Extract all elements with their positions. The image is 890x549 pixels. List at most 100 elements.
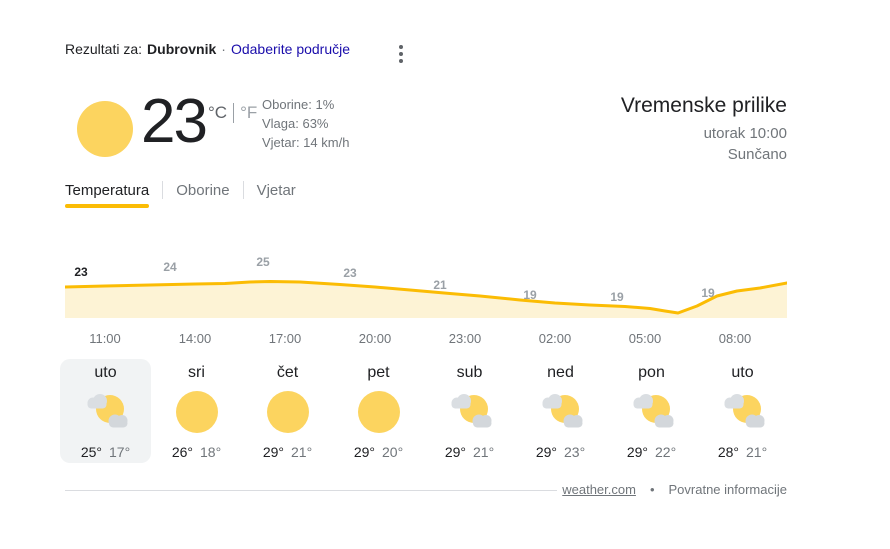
chart-value-label: 23	[74, 265, 88, 279]
current-condition-sun-icon	[77, 101, 133, 157]
sunny-icon	[356, 388, 402, 436]
time-axis: 11:00 14:00 17:00 20:00 23:00 02:00 05:00 08:00	[60, 331, 780, 346]
day-low-temp: 21°	[746, 444, 768, 460]
current-condition-text: Sunčano	[727, 146, 787, 163]
day-name: pet	[367, 364, 390, 381]
more-options-icon[interactable]	[396, 42, 406, 66]
day-temps: 29° 21°	[263, 444, 312, 460]
day-high-temp: 29°	[626, 444, 648, 460]
day-card-0-uto[interactable]: uto 25° 17°	[60, 359, 151, 463]
daily-forecast: uto 25° 17° sri 26° 18° čet 29° 21° pet 29° 20° sub 2…	[60, 359, 788, 463]
day-low-temp: 21°	[291, 444, 313, 460]
day-high-temp: 29°	[262, 444, 284, 460]
partly-cloudy-icon	[82, 388, 130, 436]
day-temps: 29° 21°	[445, 444, 494, 460]
day-name: uto	[731, 364, 754, 381]
day-temps: 25° 17°	[81, 444, 130, 460]
time-tick-label: 14:00	[178, 331, 212, 346]
day-high-temp: 25°	[80, 444, 102, 460]
day-card-1-sri[interactable]: sri 26° 18°	[151, 359, 242, 463]
tab-divider	[162, 181, 164, 199]
footer-divider	[65, 490, 557, 491]
day-card-6-pon[interactable]: pon 29° 22°	[606, 359, 697, 463]
current-details: Oborine: 1% Vlaga: 63% Vjetar: 14 km/h	[262, 95, 349, 152]
temperature-area-path	[65, 280, 787, 318]
precipitation-detail: Oborine: 1%	[262, 97, 335, 112]
source-link[interactable]: weather.com	[562, 482, 636, 497]
day-low-temp: 21°	[473, 444, 495, 460]
day-card-7-uto[interactable]: uto 28° 21°	[697, 359, 788, 463]
partly-cloudy-icon	[628, 388, 676, 436]
day-name: uto	[94, 364, 117, 381]
chart-value-label: 19	[523, 288, 537, 302]
sunny-icon	[265, 388, 311, 436]
day-card-4-sub[interactable]: sub 29° 21°	[424, 359, 515, 463]
day-card-2-čet[interactable]: čet 29° 21°	[242, 359, 333, 463]
day-low-temp: 18°	[200, 444, 222, 460]
day-high-temp: 29°	[535, 444, 557, 460]
day-low-temp: 23°	[564, 444, 586, 460]
humidity-detail: Vlaga: 63%	[262, 116, 329, 131]
results-bar: Rezultati za: Dubrovnik · Odaberite podr…	[65, 41, 350, 57]
tab-oborine[interactable]: Oborine	[176, 181, 230, 199]
footer-bullet: •	[649, 482, 655, 497]
time-tick-label: 05:00	[628, 331, 662, 346]
day-name: sub	[456, 364, 483, 381]
feedback-link[interactable]: Povratne informacije	[668, 482, 788, 497]
tab-vjetar[interactable]: Vjetar	[256, 181, 296, 199]
time-tick-label: 23:00	[448, 331, 482, 346]
chart-value-label: 25	[256, 255, 270, 269]
partly-cloudy-icon	[719, 388, 767, 436]
day-temps: 29° 22°	[627, 444, 676, 460]
unit-toggle: °C °F	[208, 103, 257, 123]
chart-tabs: Temperatura Oborine Vjetar	[65, 181, 296, 208]
location-name: Dubrovnik	[147, 41, 217, 57]
chart-value-label: 19	[610, 290, 624, 304]
day-high-temp: 28°	[717, 444, 739, 460]
sunny-icon	[174, 388, 220, 436]
day-temps: 29° 20°	[354, 444, 403, 460]
day-low-temp: 20°	[382, 444, 404, 460]
celsius-toggle[interactable]: °C	[208, 103, 228, 122]
wind-detail: Vjetar: 14 km/h	[262, 135, 350, 150]
choose-area-link[interactable]: Odaberite područje	[230, 41, 351, 57]
tab-temperatura[interactable]: Temperatura	[65, 181, 150, 208]
partly-cloudy-icon	[537, 388, 585, 436]
fahrenheit-toggle[interactable]: °F	[240, 103, 258, 122]
day-low-temp: 22°	[655, 444, 677, 460]
day-card-5-ned[interactable]: ned 29° 23°	[515, 359, 606, 463]
widget-title: Vremenske prilike	[620, 94, 787, 117]
day-high-temp: 29°	[444, 444, 466, 460]
temperature-chart: 23 24 25 23 21 19 19 19	[65, 250, 787, 318]
partly-cloudy-icon	[446, 388, 494, 436]
current-datetime: utorak 10:00	[703, 125, 787, 142]
day-temps: 26° 18°	[172, 444, 221, 460]
results-label: Rezultati za:	[65, 41, 143, 57]
day-low-temp: 17°	[109, 444, 131, 460]
time-tick-label: 02:00	[538, 331, 572, 346]
day-name: čet	[276, 364, 299, 381]
day-high-temp: 26°	[171, 444, 193, 460]
separator-dot: ·	[221, 41, 226, 57]
current-summary: Vremenske prilike utorak 10:00 Sunčano	[621, 94, 787, 165]
day-name: ned	[547, 364, 574, 381]
footer: weather.com • Povratne informacije	[562, 482, 787, 497]
day-temps: 28° 21°	[718, 444, 767, 460]
chart-value-label: 24	[163, 260, 177, 274]
day-high-temp: 29°	[353, 444, 375, 460]
day-name: sri	[188, 364, 205, 381]
unit-divider	[233, 103, 235, 123]
day-temps: 29° 23°	[536, 444, 585, 460]
chart-value-label: 23	[343, 266, 357, 280]
day-name: pon	[638, 364, 665, 381]
time-tick-label: 11:00	[89, 331, 121, 346]
chart-value-label: 21	[433, 278, 447, 292]
tab-divider	[242, 181, 244, 199]
day-card-3-pet[interactable]: pet 29° 20°	[333, 359, 424, 463]
time-tick-label: 20:00	[358, 331, 392, 346]
chart-value-label: 19	[701, 286, 715, 300]
time-tick-label: 17:00	[268, 331, 302, 346]
current-temperature: 23	[141, 87, 208, 156]
time-tick-label: 08:00	[718, 331, 752, 346]
